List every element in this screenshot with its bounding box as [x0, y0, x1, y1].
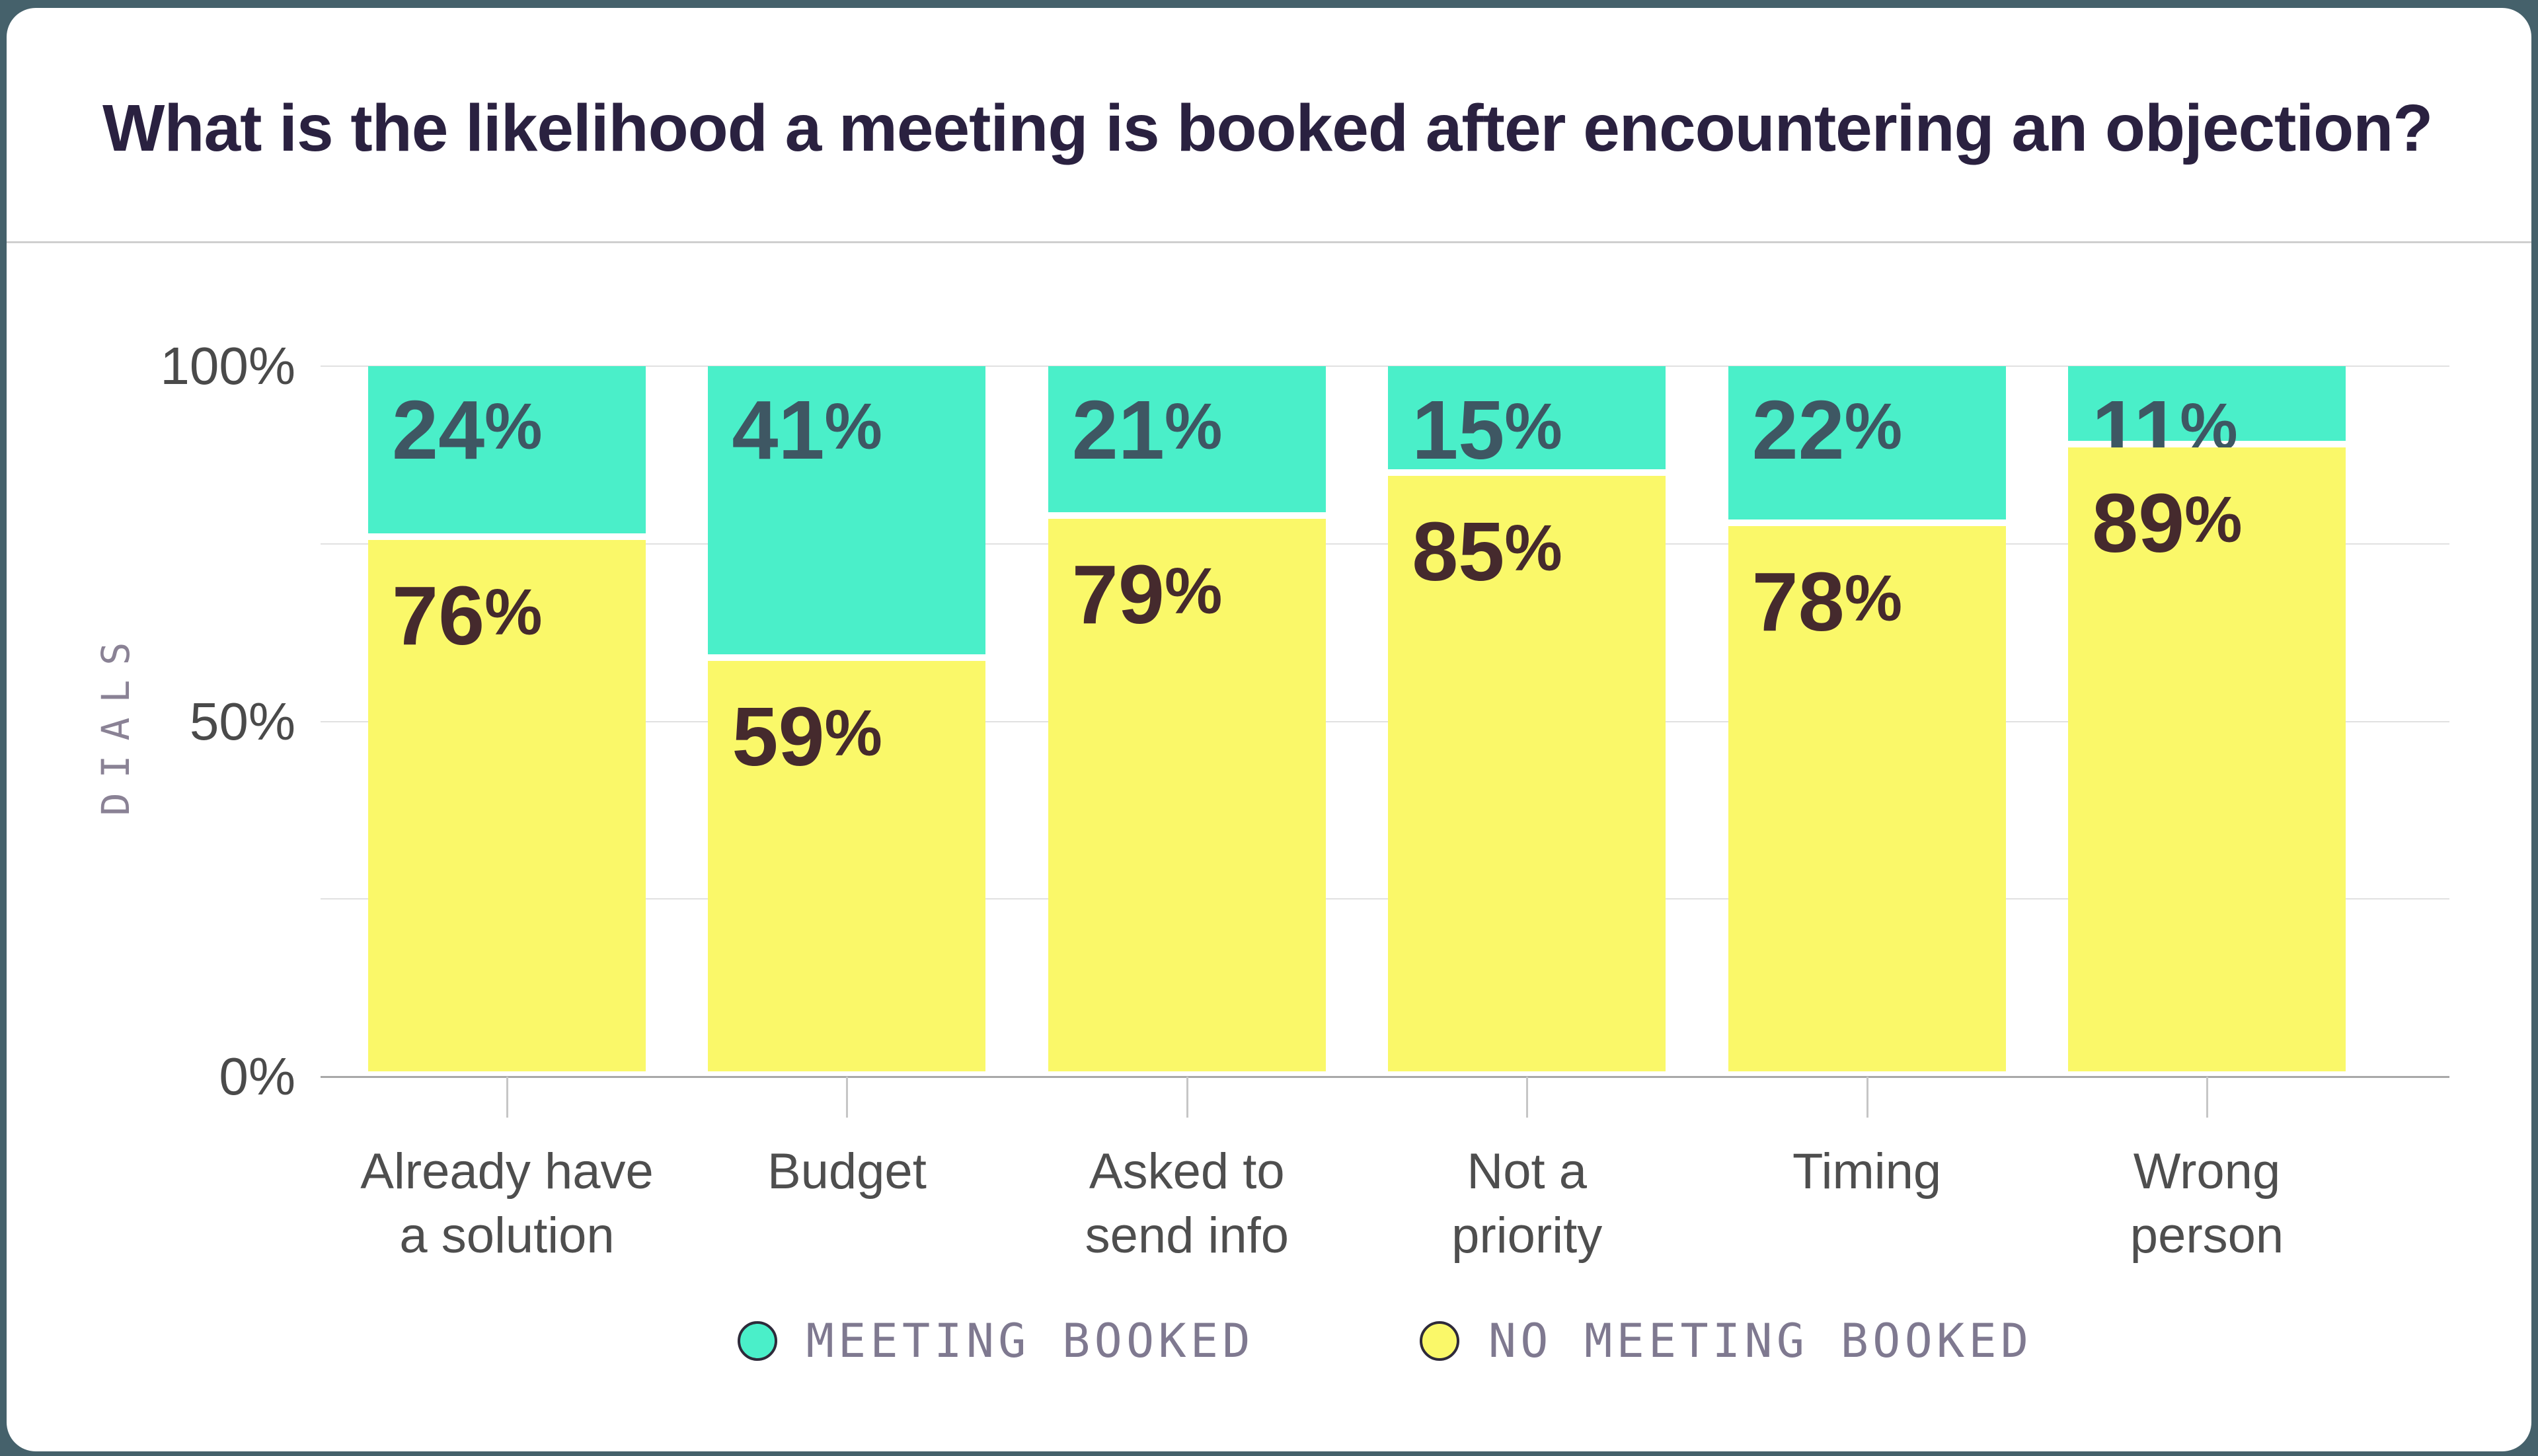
bar-segment-meeting-booked: 41%: [708, 366, 986, 654]
x-axis-tick: [1866, 1077, 1868, 1118]
bar-segment-meeting-booked: 11%: [2068, 366, 2346, 472]
bar-group: 41% 59%: [708, 366, 986, 1077]
bar-group: 15% 85%: [1388, 366, 1666, 1077]
bar-group: 11% 89%: [2068, 366, 2346, 1077]
plot-area: 24% 76% 41% 59% 21% 79% 15% 85% 22% 78% 11% 89%: [321, 365, 2449, 1118]
bar-segment-no-meeting-booked: 85%: [1388, 476, 1666, 1071]
x-axis-tick: [506, 1077, 508, 1118]
bar-value-label: 89%: [2092, 477, 2243, 570]
x-axis-label: Budget: [767, 1143, 927, 1200]
gridline: [321, 543, 2449, 545]
title-divider: [7, 241, 2531, 243]
bar-segment-no-meeting-booked: 59%: [708, 661, 986, 1071]
bar-value-label: 76%: [392, 569, 543, 662]
x-axis-tick: [2206, 1077, 2208, 1118]
gridline: [321, 365, 2449, 367]
chart-card-surface: What is the likelihood a meeting is book…: [7, 8, 2531, 1451]
x-axis-label: Asked to send info: [1085, 1143, 1289, 1264]
legend-swatch-icon: [737, 1321, 777, 1361]
bar-group: 21% 79%: [1048, 366, 1326, 1077]
y-tick-label: 0%: [219, 1047, 295, 1106]
gridline: [321, 898, 2449, 900]
bar-value-label: 15%: [1412, 383, 1562, 477]
x-axis-label: Already have a solution: [360, 1143, 654, 1264]
x-axis-label: Timing: [1792, 1143, 1942, 1200]
chart-title: What is the likelihood a meeting is book…: [102, 91, 2433, 165]
chart-card: What is the likelihood a meeting is book…: [7, 8, 2531, 1451]
bar-value-label: 22%: [1751, 383, 1903, 477]
legend-swatch-icon: [1419, 1321, 1459, 1361]
bar-segment-meeting-booked: 22%: [1728, 366, 2006, 519]
y-tick-label: 100%: [160, 336, 295, 395]
bar-segment-no-meeting-booked: 76%: [368, 540, 646, 1071]
bar-segment-no-meeting-booked: 89%: [2068, 447, 2346, 1071]
bar-value-label: 21%: [1071, 383, 1223, 477]
bar-segment-meeting-booked: 15%: [1388, 366, 1666, 477]
bar-segment-no-meeting-booked: 78%: [1728, 526, 2006, 1071]
bar-value-label: 85%: [1412, 505, 1562, 598]
bar-value-label: 79%: [1071, 548, 1223, 641]
x-axis-tick: [1526, 1077, 1529, 1118]
bar-value-label: 78%: [1751, 555, 1903, 648]
y-tick-label: 50%: [189, 691, 295, 751]
legend-item: NO MEETING BOOKED: [1419, 1314, 2033, 1368]
bar-segment-meeting-booked: 21%: [1048, 366, 1326, 512]
x-axis-label: Not a priority: [1451, 1143, 1603, 1264]
bar-value-label: 41%: [732, 383, 882, 477]
gridline: [321, 720, 2449, 722]
bar-segment-meeting-booked: 24%: [368, 366, 646, 533]
bar-segment-no-meeting-booked: 79%: [1048, 519, 1326, 1071]
bar-group: 24% 76%: [368, 366, 646, 1077]
bar-value-label: 24%: [392, 383, 543, 477]
legend-label: NO MEETING BOOKED: [1488, 1314, 2033, 1368]
x-axis-tick: [1186, 1077, 1188, 1118]
legend: MEETING BOOKED NO MEETING BOOKED: [321, 1311, 2449, 1371]
x-axis-label: Wrong person: [2130, 1143, 2284, 1264]
bar-value-label: 59%: [732, 690, 882, 783]
x-axis-tick: [846, 1077, 849, 1118]
legend-label: MEETING BOOKED: [806, 1314, 1254, 1368]
bar-group: 22% 78%: [1728, 366, 2006, 1077]
x-axis-line: [321, 1076, 2449, 1078]
legend-item: MEETING BOOKED: [737, 1314, 1254, 1368]
